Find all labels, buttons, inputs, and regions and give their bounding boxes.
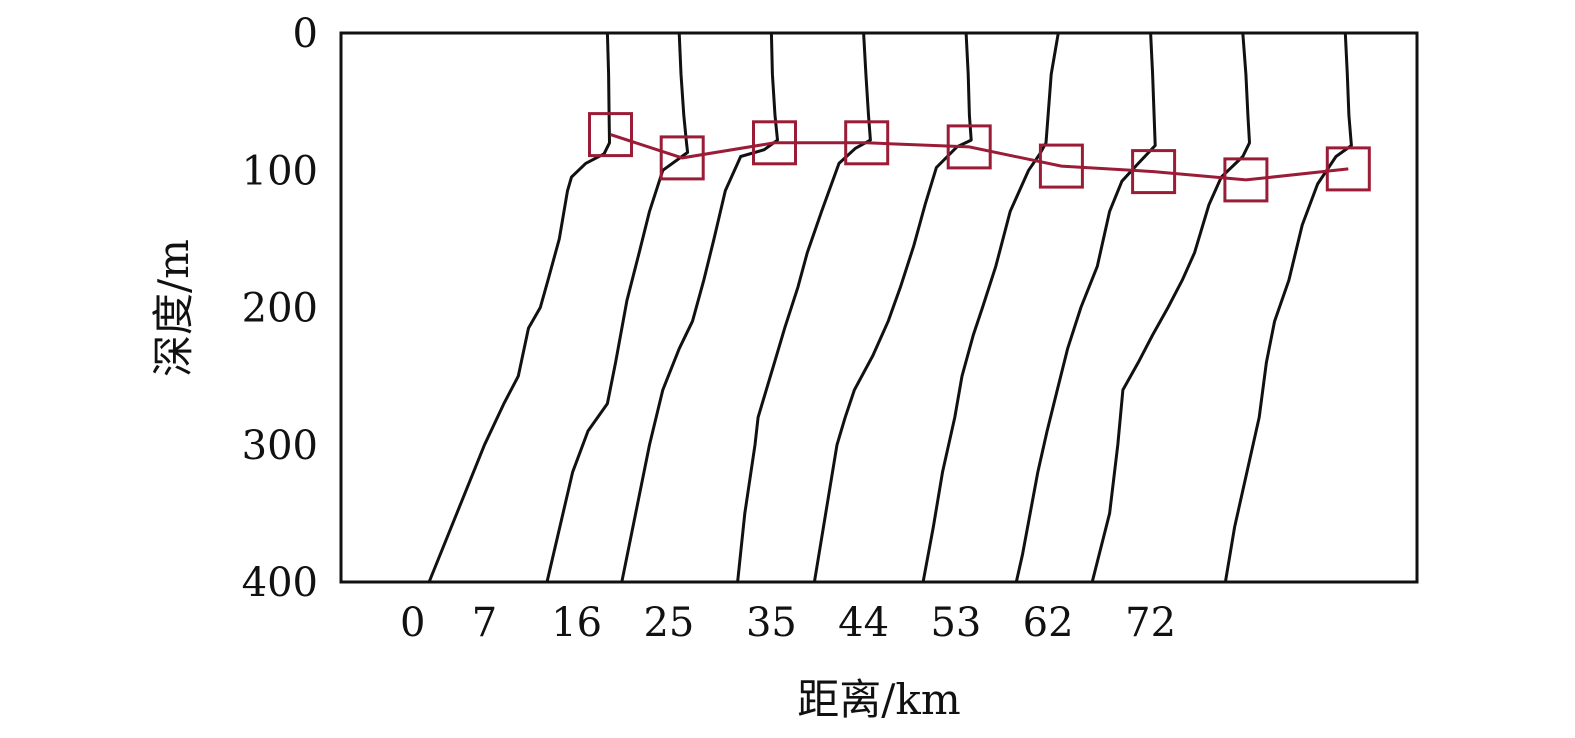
y-tick-label-0: 0 (293, 11, 318, 57)
x-tick-label-7: 7 (472, 600, 497, 646)
y-tick-label-300: 300 (242, 423, 318, 469)
mixed-layer-marker-8 (1223, 157, 1269, 203)
profiles-layer (427, 31, 1353, 584)
y-tick-label-400: 400 (242, 560, 318, 606)
mixed-layer-marker-3 (752, 120, 797, 166)
mixed-layer-marker-9 (1325, 146, 1371, 192)
mixed-layer-marker-4 (844, 120, 890, 166)
mixed-layer-marker-1 (588, 112, 633, 158)
x-tick-label-72: 72 (1125, 600, 1176, 646)
plot-frame (339, 31, 1419, 584)
x-tick-label-25: 25 (643, 600, 694, 646)
x-tick-label-62: 62 (1023, 600, 1074, 646)
y-tick-labels: 0 100 200 300 400 (242, 11, 318, 606)
mixed-layer-marker-7 (1131, 149, 1177, 195)
x-tick-label-35: 35 (746, 600, 797, 646)
x-tick-label-16: 16 (551, 600, 602, 646)
profile-line-8 (1090, 31, 1251, 584)
profile-line-3 (620, 31, 779, 584)
mixed-layer-marker-5 (946, 124, 992, 170)
x-tick-label-44: 44 (838, 600, 889, 646)
y-tick-label-100: 100 (242, 148, 318, 194)
x-axis-title: 距离/km (797, 675, 960, 724)
mixed-layer-series (588, 112, 1371, 203)
profile-line-1 (427, 31, 611, 584)
mixed-layer-line (610, 133, 1349, 182)
profile-line-2 (545, 31, 690, 584)
mixed-layer-marker-6 (1038, 143, 1084, 189)
profile-line-4 (736, 31, 872, 584)
y-axis-title: 深度/m (149, 239, 198, 377)
x-tick-label-0: 0 (400, 600, 425, 646)
y-tick-label-200: 200 (242, 286, 318, 332)
profile-line-5 (812, 31, 973, 584)
x-tick-labels: 0 7 16 25 35 44 53 62 72 (400, 600, 1176, 646)
mixed-layer-marker-2 (659, 135, 705, 181)
profile-line-7 (1014, 31, 1157, 584)
profile-line-6 (921, 31, 1060, 584)
profile-line-9 (1223, 31, 1353, 584)
x-tick-label-53: 53 (930, 600, 981, 646)
